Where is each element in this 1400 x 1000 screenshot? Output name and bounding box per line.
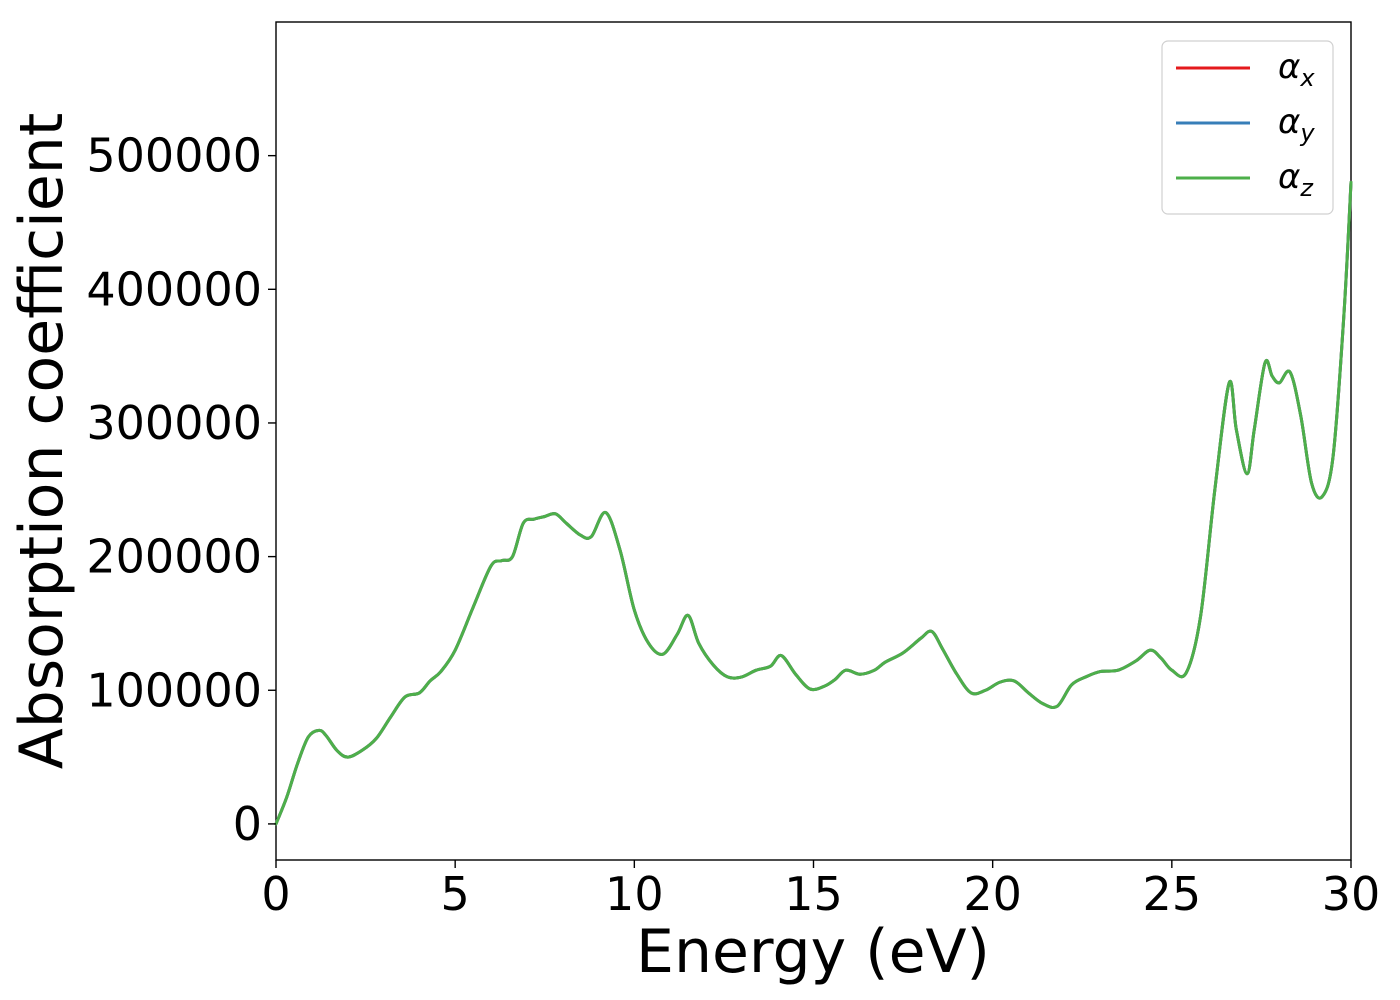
y-axis-title: Absorption coefficient (7, 113, 77, 770)
y-tick-label: 500000 (86, 129, 262, 183)
x-tick-label: 30 (1322, 867, 1381, 921)
y-tick-label: 400000 (86, 262, 262, 316)
x-axis-title: Energy (eV) (636, 917, 990, 987)
y-tick-label: 300000 (86, 396, 262, 450)
x-tick-label: 20 (963, 867, 1022, 921)
legend-label-α-z: αz (1278, 157, 1314, 202)
y-axis-ticks: 0 100000 200000 300000 400000 500000 (86, 129, 276, 851)
legend-frame (1161, 40, 1334, 215)
y-tick-label: 0 (233, 797, 262, 851)
legend-label-α-x: αx (1278, 47, 1315, 92)
series-line-α-y (274, 180, 1353, 826)
series-line-α-x (274, 180, 1353, 826)
x-tick-label: 25 (1143, 867, 1202, 921)
legend: αx αy αz (1161, 40, 1334, 215)
x-tick-label: 10 (605, 867, 664, 921)
x-tick-label: 0 (261, 867, 290, 921)
series-layer (274, 180, 1353, 826)
x-axis-ticks: 0 5 10 15 20 25 30 (261, 860, 1380, 921)
y-tick-label: 200000 (86, 530, 262, 584)
y-tick-label: 100000 (86, 663, 262, 717)
legend-label-α-y: αy (1278, 102, 1315, 147)
x-tick-label: 15 (784, 867, 843, 921)
series-line-α-z (274, 180, 1353, 826)
x-tick-label: 5 (441, 867, 470, 921)
